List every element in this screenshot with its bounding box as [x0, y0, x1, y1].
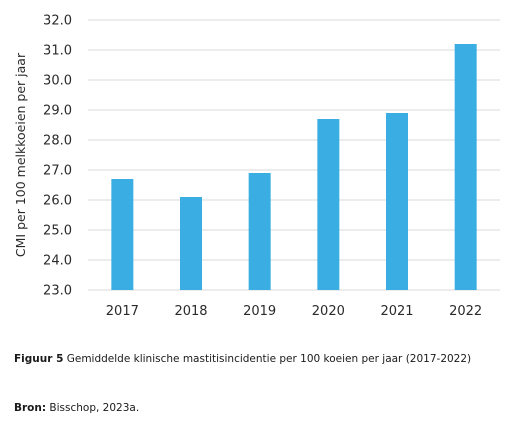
figure-label: Figuur 5: [14, 353, 64, 365]
figure-caption-text: Gemiddelde klinische mastitisincidentie …: [66, 353, 472, 365]
y-tick-label: 32.0: [43, 14, 72, 29]
bars: [111, 44, 477, 290]
x-tick-label: 2022: [449, 304, 482, 319]
y-axis-label: CMI per 100 melkkoeien per jaar: [13, 52, 28, 257]
x-tick-label: 2018: [174, 304, 207, 319]
bar-2017: [111, 179, 134, 290]
y-tick-label: 29.0: [43, 104, 72, 119]
y-tick-label: 26.0: [43, 194, 72, 209]
bar-2022: [454, 44, 477, 290]
figure-caption: Figuur 5 Gemiddelde klinische mastitisin…: [14, 350, 494, 368]
y-tick-label: 31.0: [43, 44, 72, 59]
grid-lines: [88, 19, 500, 291]
x-tick-label: 2020: [312, 304, 345, 319]
y-tick-label: 28.0: [43, 134, 72, 149]
x-tick-label: 2021: [380, 304, 413, 319]
source-line: Bron: Bisschop, 2023a.: [14, 399, 139, 417]
source-label: Bron:: [14, 402, 47, 414]
bar-2019: [248, 173, 271, 290]
y-tick-label: 30.0: [43, 74, 72, 89]
source-text: Bisschop, 2023a.: [49, 402, 140, 414]
x-axis-ticks: 2017 2018 2019 2020 2021 2022: [106, 304, 482, 319]
y-tick-label: 27.0: [43, 164, 72, 179]
y-tick-label: 23.0: [43, 284, 72, 299]
bar-chart: 23.0 24.0 25.0 26.0 27.0 28.0 29.0 30.0 31.0 32.0…: [13, 14, 500, 319]
bar-2018: [180, 197, 202, 290]
bar-2021: [386, 113, 408, 290]
bar-2020: [317, 119, 340, 290]
x-tick-label: 2017: [106, 304, 139, 319]
y-tick-label: 25.0: [43, 224, 72, 239]
x-tick-label: 2019: [243, 304, 276, 319]
y-tick-label: 24.0: [43, 254, 72, 269]
y-axis-ticks: 23.0 24.0 25.0 26.0 27.0 28.0 29.0 30.0 31.0 32.0: [43, 14, 72, 299]
